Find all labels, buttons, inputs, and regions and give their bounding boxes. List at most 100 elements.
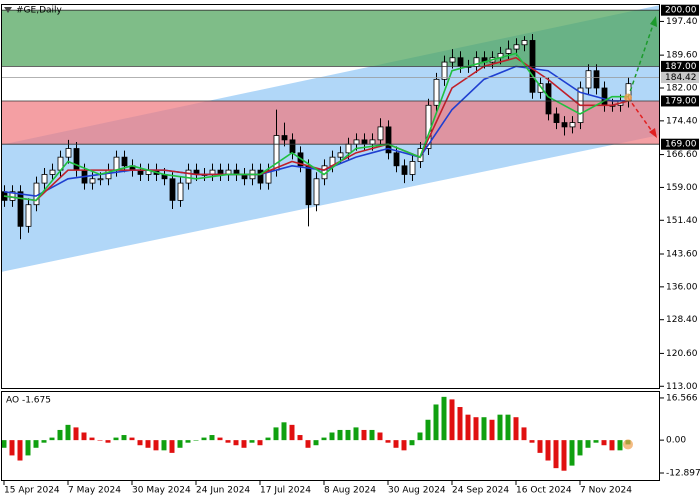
arrow-up [627,21,655,98]
ao-bar [9,440,15,456]
candle-body [337,152,344,158]
ao-bar [505,414,511,441]
candle-body [185,169,192,184]
ao-bar [521,427,527,441]
ao-bar [89,437,95,441]
ao-bar [169,440,175,453]
y-tick-label: 151.40 [666,216,698,226]
chart-title: #GE,Daily [16,6,63,16]
ao-bar [1,440,7,448]
x-tick-label: 24 Jun 2024 [196,486,250,496]
y-tick-label: 136.00 [666,282,698,292]
candle-body [9,191,16,201]
candle-body [449,57,456,63]
zone [2,100,660,145]
ao-bar [473,417,479,441]
candle-body [393,152,400,167]
candle-body [305,165,312,206]
candle-body [281,135,288,141]
y-tick-label: -12.897 [666,468,700,478]
ao-bar [385,440,391,443]
price-frame [1,4,660,389]
title-icon [4,7,12,13]
candle-body [505,48,512,54]
x-tick-label: 7 May 2024 [68,486,121,496]
ao-bar [569,440,575,466]
ao-bar [33,440,39,448]
ao-bar [305,440,311,448]
ao-bar [361,429,367,441]
y-tick-label: 189.60 [666,51,698,61]
candle-body [41,174,48,184]
arrow-down [627,97,655,135]
ao-bar [369,429,375,441]
zone [2,10,660,67]
last-marker [624,93,632,102]
ao-bar [17,440,23,461]
candle-body [369,139,376,145]
candle-body [313,178,320,206]
ao-bar [585,440,591,448]
level-label: 184.42 [665,73,697,83]
ao-last-marker [623,439,633,450]
ao-bar [129,437,135,441]
candle-body [17,191,24,227]
x-tick-label: 8 Aug 2024 [324,486,376,496]
x-tick-label: 16 Oct 2024 [516,486,572,496]
candle-body [593,70,600,89]
ao-bar [73,427,79,441]
candle-body [25,204,32,227]
ao-bar [577,440,583,456]
ao-bar [185,440,191,443]
candle-body [169,178,176,201]
ao-bar [513,417,519,441]
ao-bar [609,440,615,451]
ao-bar [481,417,487,441]
ao-title: AO -1.675 [6,396,51,406]
x-tick-label: 30 Aug 2024 [388,486,446,496]
ao-bar [273,427,279,441]
ao-bar [337,429,343,441]
candle-body [409,161,416,175]
ao-frame [1,391,660,481]
y-tick-label: 197.40 [666,17,698,27]
y-tick-label: 128.40 [666,315,698,325]
ao-bar [49,437,55,441]
ao-bar [201,437,207,441]
ao-bar [617,440,623,451]
ao-panel: 16.566 0.00 -12.897 [1,393,700,478]
x-tick-label: 17 Jul 2024 [260,486,311,496]
level-label-bg [661,60,699,72]
level-label-bg [661,95,699,107]
ao-bar [281,422,287,441]
ao-bar [105,440,111,443]
ao-bar [393,440,399,448]
ao-bar [409,440,415,446]
ao-bar [145,440,151,448]
price-panel: 197.40 189.60 182.00 174.40 166.60 159.00 151.… [1,4,699,392]
ao-bar [161,440,167,451]
ao-bar [249,440,255,443]
y-tick-label: 166.60 [666,150,698,160]
y-tick-label: 16.566 [666,393,698,403]
x-tick-label: 24 Sep 2024 [452,486,509,496]
candle-body [377,126,384,141]
candle-body [121,156,128,167]
ao-bar [545,440,551,461]
ao-bar [489,419,495,441]
ao-bar [561,440,567,471]
ao-bar [345,429,351,441]
ao-bar [289,424,295,441]
ao-bar [121,435,127,441]
candle-body [537,83,544,93]
ao-bar [225,440,231,443]
level-label-bg [661,138,699,150]
ao-bar [593,440,599,443]
ao-bar [41,440,47,443]
level-label: 169.00 [665,140,697,150]
ao-bar [329,432,335,441]
candle-body [89,178,96,184]
ao-bar [465,414,471,441]
moving-average [3,52,628,202]
ao-bar [177,440,183,448]
